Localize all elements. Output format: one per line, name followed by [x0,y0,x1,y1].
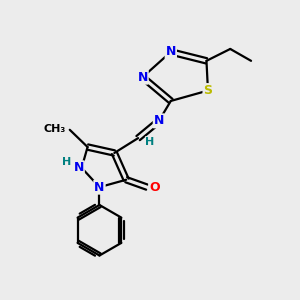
Text: CH₃: CH₃ [44,124,66,134]
Text: O: O [149,181,160,194]
Text: H: H [61,158,71,167]
Text: N: N [166,45,176,58]
Text: N: N [137,71,148,84]
Text: S: S [203,84,212,97]
Text: N: N [74,161,84,174]
Text: N: N [154,114,164,128]
Text: H: H [146,137,154,147]
Text: N: N [94,181,105,194]
